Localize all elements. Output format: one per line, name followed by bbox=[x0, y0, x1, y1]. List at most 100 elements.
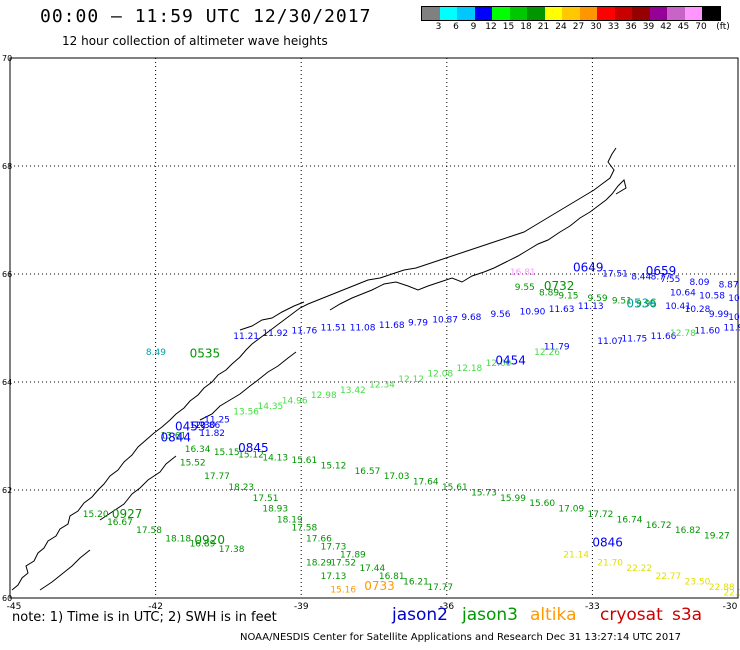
wave-height-value: 12.78 bbox=[670, 329, 696, 339]
wave-height-value: 17.52 bbox=[330, 559, 356, 569]
wave-height-value: 15.60 bbox=[529, 499, 555, 509]
color-legend-labels: (ft) 3 6 9 12 15 18 21 24 27 30 33 36 39 42 45 70 bbox=[421, 22, 740, 34]
legend-swatch bbox=[597, 7, 615, 20]
wave-height-value: 10.28 bbox=[685, 305, 711, 315]
wave-height-value: 17.89 bbox=[340, 551, 366, 561]
legend-unit: (ft) bbox=[716, 22, 730, 32]
pass-time: 0927 bbox=[112, 507, 143, 521]
pass-time: 0649 bbox=[573, 260, 604, 274]
wave-height-value: 15.12 bbox=[321, 461, 347, 471]
wave-height-value: 11.75 bbox=[622, 335, 648, 345]
legend-jason3: jason3 bbox=[462, 605, 518, 625]
wave-height-value: 17.73 bbox=[321, 542, 347, 552]
legend-label: 15 bbox=[502, 22, 515, 32]
wave-height-value: 12.26 bbox=[534, 348, 560, 358]
wave-height-value: 12.08 bbox=[427, 370, 453, 380]
wave-height-value: 12.18 bbox=[457, 364, 483, 374]
legend-label: 30 bbox=[590, 22, 602, 32]
pass-time: 0733 bbox=[364, 579, 395, 593]
wave-height-value: 9.68 bbox=[461, 313, 481, 323]
wave-height-value: 10.58 bbox=[699, 291, 725, 301]
legend-label: 70 bbox=[695, 22, 707, 32]
wave-height-value: 9.59 bbox=[588, 294, 608, 304]
axis-labels: 70 68 66 64 62 60-45 -42 -39 -36 -33 -30 bbox=[2, 54, 738, 612]
wave-height-value: 14.35 bbox=[258, 402, 284, 412]
wave-height-value: 17.72 bbox=[588, 510, 614, 520]
legend-label: 39 bbox=[642, 22, 655, 32]
wave-height-value: 10.64 bbox=[670, 289, 696, 299]
wave-height-value: 17.09 bbox=[558, 505, 584, 515]
lat-label: 66 bbox=[2, 270, 12, 279]
wave-height-value: 8.77 bbox=[651, 272, 671, 282]
legend-label: 12 bbox=[485, 22, 497, 32]
pass-time: 0920 bbox=[194, 533, 225, 547]
wave-height-value: 10.8 bbox=[728, 294, 740, 304]
footer-credit: NOAA/NESDIS Center for Satellite Applica… bbox=[240, 632, 682, 643]
legend-label: 45 bbox=[677, 22, 690, 32]
legend-label: 3 bbox=[435, 22, 442, 32]
wave-height-value: 8.87 bbox=[719, 281, 739, 291]
wave-height-value: 22.17 bbox=[723, 588, 740, 598]
lon-label: -36 bbox=[439, 602, 454, 612]
wave-height-value: 22.77 bbox=[655, 572, 681, 582]
wave-height-value: 12.30 bbox=[190, 421, 216, 431]
wave-height-value: 11.60 bbox=[694, 326, 720, 336]
legend-label: 6 bbox=[453, 22, 459, 32]
legend-swatch bbox=[702, 7, 720, 20]
legend-swatch bbox=[562, 7, 580, 20]
wave-height-value: 14.13 bbox=[262, 453, 288, 463]
pass-time: 0845 bbox=[238, 441, 269, 455]
wave-height-value: 13.61 bbox=[160, 432, 186, 442]
wave-height-value: 11.08 bbox=[350, 324, 376, 334]
wave-height-value: 17.58 bbox=[136, 526, 162, 536]
wave-height-value: 17.13 bbox=[321, 572, 347, 582]
wave-height-value: 15.12 bbox=[238, 451, 264, 461]
wave-height-value: 11.76 bbox=[291, 326, 317, 336]
wave-height-value: 16.67 bbox=[107, 518, 133, 528]
wave-height-value: 17.58 bbox=[291, 524, 317, 534]
legend-swatch bbox=[684, 7, 702, 20]
pass-time: 0732 bbox=[544, 279, 575, 293]
wave-height-value: 23.50 bbox=[685, 578, 711, 588]
wave-height-value: 17.51 bbox=[253, 494, 279, 504]
legend-label: 27 bbox=[572, 22, 585, 32]
legend-swatch bbox=[527, 7, 545, 20]
wave-height-value: 11.92 bbox=[262, 329, 288, 339]
pass-time: 0535 bbox=[190, 347, 221, 361]
wave-height-value: 17.38 bbox=[219, 545, 245, 555]
wave-height-value: 8.44 bbox=[631, 272, 651, 282]
wave-height-value: 11.07 bbox=[597, 337, 623, 347]
wave-height-value: 17.77 bbox=[427, 583, 453, 593]
lat-label: 70 bbox=[2, 54, 12, 63]
legend-swatch bbox=[649, 7, 667, 20]
wave-height-value: 15.61 bbox=[442, 483, 468, 493]
wave-height-value: 8.09 bbox=[689, 278, 709, 288]
wave-height-value: 16.89 bbox=[190, 540, 216, 550]
footer-note: note: 1) Time is in UTC; 2) SWH is in fe… bbox=[12, 610, 277, 625]
lon-label: -42 bbox=[148, 602, 163, 612]
wave-height-value: 16.21 bbox=[403, 578, 429, 588]
legend-label: 33 bbox=[607, 22, 620, 32]
pass-time: 0454 bbox=[495, 354, 526, 368]
wave-height-value: 15.61 bbox=[291, 456, 317, 466]
legend-s3a: s3a bbox=[672, 605, 703, 625]
wave-height-value: 12.12 bbox=[398, 375, 424, 385]
wave-height-value: 21.70 bbox=[597, 559, 623, 569]
legend-label: 21 bbox=[537, 22, 550, 32]
pass-time: 0453 bbox=[175, 420, 206, 434]
legend-cryosat: cryosat bbox=[600, 605, 663, 625]
wave-height-value: 7.55 bbox=[660, 275, 680, 285]
wave-height-value: 21.14 bbox=[563, 551, 589, 561]
legend-swatch bbox=[579, 7, 597, 20]
page-subtitle: 12 hour collection of altimeter wave hei… bbox=[62, 34, 328, 48]
legend-label: 36 bbox=[625, 22, 637, 32]
wave-height-value: 9.79 bbox=[408, 318, 428, 328]
wave-height-value: 10.90 bbox=[520, 308, 546, 318]
wave-height-value: 11.63 bbox=[549, 305, 575, 315]
wave-height-value: 12.98 bbox=[311, 391, 337, 401]
map-grid bbox=[10, 58, 738, 598]
legend-label: 18 bbox=[520, 22, 532, 32]
lon-label: -30 bbox=[723, 602, 738, 612]
